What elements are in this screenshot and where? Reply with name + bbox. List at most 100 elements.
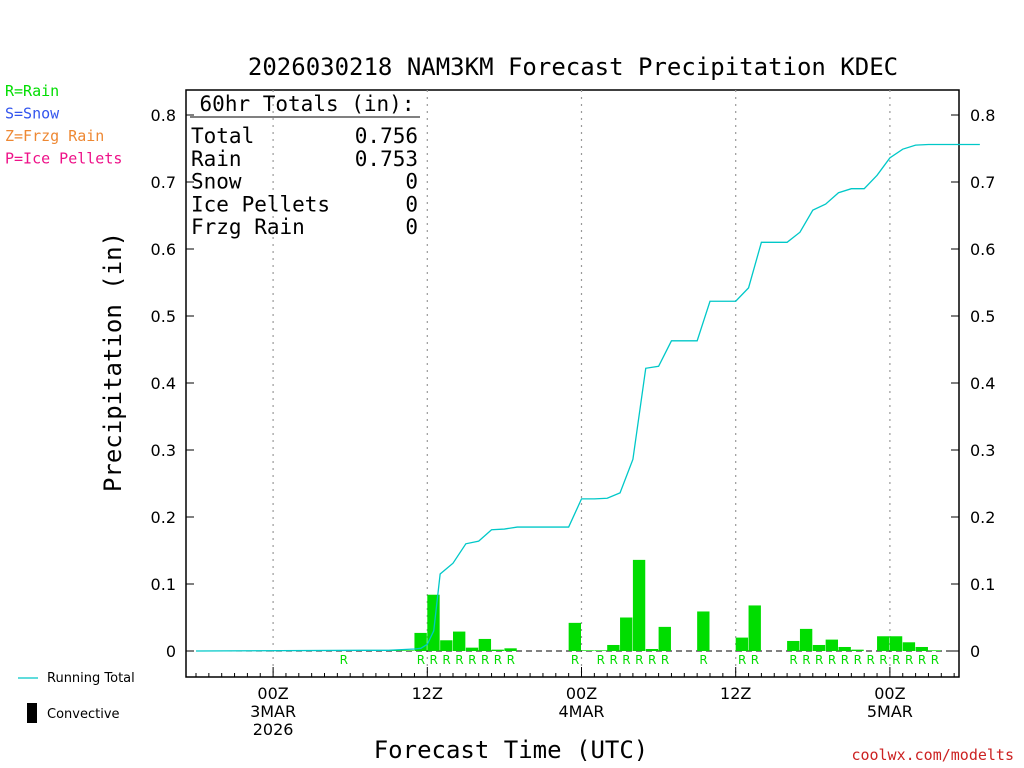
precip-type-mark: R [918, 653, 926, 667]
precip-type-mark: R [828, 653, 836, 667]
precip-type-mark: R [802, 653, 810, 667]
totals-heading: 60hr Totals (in): [200, 92, 415, 116]
precip-type-mark: R [661, 653, 669, 667]
totals-row-label: Snow [191, 170, 242, 194]
precip-bar [915, 646, 928, 651]
totals-box: 60hr Totals (in): Total 0.756 Rain 0.753 Snow… [190, 92, 420, 239]
precip-type-mark: R [494, 653, 502, 667]
precip-type-mark: R [815, 653, 823, 667]
precip-bar [453, 631, 466, 651]
y-tick-label-left: 0.6 [151, 240, 176, 259]
totals-row-label: Ice Pellets [191, 192, 330, 216]
y-tick-label-right: 0.7 [970, 173, 995, 192]
precip-type-mark: R [789, 653, 797, 667]
x-tick-label: 00Z [257, 684, 288, 703]
precip-type-mark: R [738, 653, 746, 667]
precip-bar [735, 637, 749, 651]
precip-bar [465, 647, 479, 651]
precip-bar [632, 559, 646, 651]
precip-bar [889, 636, 903, 651]
totals-row-value: 0 [405, 215, 418, 239]
precip-bar [748, 605, 761, 651]
running-total-line [195, 143, 980, 652]
y-tick-label-left: 0.2 [151, 508, 176, 527]
precip-type-mark: R [622, 653, 630, 667]
x-tick-label: 2026 [253, 720, 294, 739]
precip-bar [787, 640, 800, 651]
precip-bar [902, 642, 916, 651]
x-tick-label: 5MAR [867, 702, 913, 721]
precip-bar [620, 617, 633, 651]
precip-bar [645, 648, 659, 651]
precip-bar [607, 644, 620, 651]
totals-row-label: Total [191, 124, 254, 148]
precip-bar [851, 649, 864, 651]
y-axis-ticks: 0 00.1 0.10.2 0.20.3 0.30.4 0.40.5 0.50.6 0.60.… [151, 106, 996, 661]
precip-bar [799, 628, 813, 651]
precip-bar [388, 650, 402, 651]
y-tick-label-left: 0 [166, 642, 176, 661]
precip-bar [581, 650, 594, 651]
precip-bar [838, 646, 851, 651]
y-tick-label-right: 0.2 [970, 508, 995, 527]
precip-type-mark: R [854, 653, 862, 667]
running-total-legend-label: Running Total [47, 671, 135, 686]
y-tick-label-left: 0.5 [151, 307, 176, 326]
precip-type-mark: R [648, 653, 656, 667]
precip-type-mark: R [841, 653, 849, 667]
x-tick-label: 4MAR [558, 702, 604, 721]
convective-legend-swatch [27, 703, 37, 723]
y-tick-label-right: 0.8 [970, 106, 995, 125]
precip-bar [825, 639, 838, 651]
precip-bar [594, 650, 607, 651]
y-tick-label-right: 0.3 [970, 441, 995, 460]
precip-bar [812, 644, 826, 651]
precip-type-mark: R [866, 653, 874, 667]
precip-type-mark: R [417, 653, 425, 667]
precip-bar [697, 611, 710, 651]
x-tick-label: 00Z [566, 684, 597, 703]
totals-row-label: Rain [191, 147, 242, 171]
precip-type-mark: R [905, 653, 913, 667]
hourly-precip-bars [350, 559, 941, 651]
precip-bar [568, 622, 581, 651]
precip-type-mark: R [442, 653, 450, 667]
type-legend-item: Z=Frzg Rain [5, 127, 104, 145]
totals-row-value: 0 [405, 192, 418, 216]
precip-bar [478, 638, 492, 651]
y-tick-label-right: 0.4 [970, 374, 995, 393]
y-axis-label: Precipitation (in) [99, 232, 127, 492]
precip-type-mark: R [481, 653, 489, 667]
precip-type-mark: R [892, 653, 900, 667]
running-total-series [195, 143, 980, 652]
type-legend-item: P=Ice Pellets [5, 150, 122, 168]
y-tick-label-left: 0.4 [151, 374, 176, 393]
y-tick-label-right: 0 [970, 642, 980, 661]
x-gridlines [272, 90, 891, 677]
x-axis-label: Forecast Time (UTC) [374, 736, 649, 764]
precip-bar [877, 636, 890, 651]
precip-type-mark: R [571, 653, 579, 667]
y-tick-label-left: 0.1 [151, 575, 176, 594]
series-legend: Running Total Convective [18, 671, 135, 723]
precip-type-mark: R [507, 653, 515, 667]
type-legend-item: R=Rain [5, 82, 59, 100]
x-tick-label: 00Z [874, 684, 905, 703]
precip-type-mark: R [468, 653, 476, 667]
x-tick-label: 12Z [412, 684, 443, 703]
totals-row-label: Frzg Rain [191, 215, 305, 239]
chart-title: 2026030218 NAM3KM Forecast Precipitation… [248, 53, 898, 81]
precip-type-mark: R [879, 653, 887, 667]
precip-type-mark: R [597, 653, 605, 667]
precip-bar [491, 649, 504, 651]
precip-type-mark: R [430, 653, 438, 667]
precip-type-mark: R [699, 653, 707, 667]
y-tick-label-left: 0.7 [151, 173, 176, 192]
precip-bar [928, 650, 941, 651]
precip-bar [658, 626, 671, 651]
precip-bar [504, 648, 517, 651]
y-tick-label-left: 0.3 [151, 441, 176, 460]
